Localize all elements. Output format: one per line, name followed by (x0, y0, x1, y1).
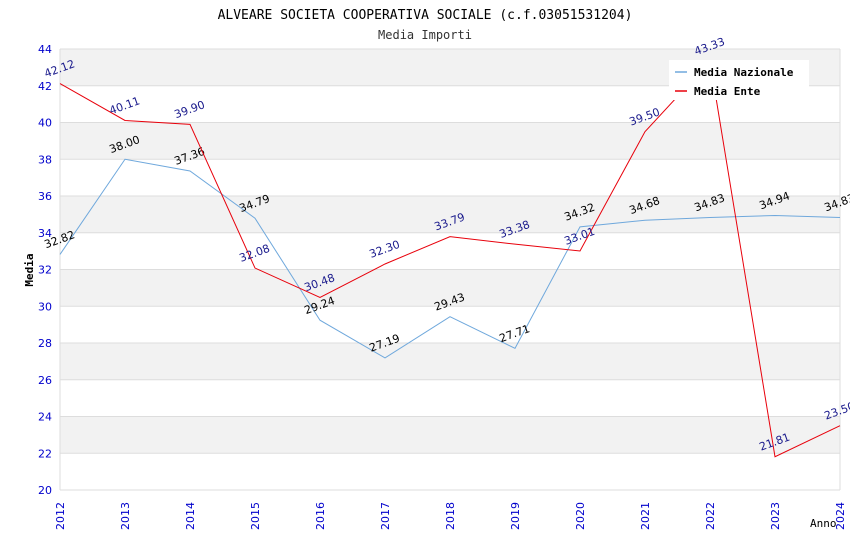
y-tick-label: 24 (38, 411, 52, 424)
grid-band (60, 159, 840, 196)
grid-band (60, 269, 840, 307)
legend-label: Media Ente (694, 85, 761, 98)
x-tick-label: 2013 (119, 502, 132, 530)
grid-band (60, 379, 840, 417)
y-tick-label: 20 (38, 484, 52, 497)
chart-subtitle: Media Importi (378, 28, 472, 42)
x-tick-label: 2016 (314, 502, 327, 530)
y-tick-label: 32 (38, 264, 52, 277)
y-tick-label: 44 (38, 43, 52, 56)
x-tick-label: 2018 (444, 502, 457, 530)
grid-band (60, 196, 840, 233)
x-axis: 2012 2013 2014 2015 2016 2017 2018 2019 2020 2021… (54, 502, 847, 530)
legend-label: Media Nazionale (694, 66, 794, 79)
y-tick-label: 22 (38, 447, 52, 460)
x-tick-label: 2024 (834, 502, 847, 530)
x-tick-label: 2014 (184, 502, 197, 530)
y-tick-label: 40 (38, 117, 52, 130)
grid-band (60, 122, 840, 160)
x-axis-label: Anno (810, 517, 837, 530)
x-tick-label: 2021 (639, 502, 652, 530)
x-tick-label: 2023 (769, 502, 782, 530)
x-tick-label: 2019 (509, 502, 522, 530)
y-tick-label: 36 (38, 190, 52, 203)
grid-band (60, 343, 840, 380)
y-tick-label: 38 (38, 153, 52, 166)
legend-box (669, 60, 809, 100)
y-tick-label: 28 (38, 337, 52, 350)
y-axis-label: Media (23, 253, 36, 286)
y-tick-label: 42 (38, 80, 52, 93)
series-line (59, 158, 841, 359)
chart-title: ALVEARE SOCIETA COOPERATIVA SOCIALE (c.f… (218, 8, 633, 23)
y-axis: 20 22 24 26 28 30 32 34 36 38 40 42 44 (38, 43, 52, 497)
grid-band (60, 306, 840, 343)
y-tick-label: 30 (38, 300, 52, 313)
x-tick-label: 2020 (574, 502, 587, 530)
grid-band (60, 232, 840, 270)
grid-band (60, 453, 840, 490)
x-tick-label: 2012 (54, 502, 67, 530)
plot-background (59, 48, 841, 491)
grid-band (60, 416, 840, 454)
y-tick-label: 26 (38, 374, 52, 387)
legend: Media Nazionale Media Ente (669, 60, 809, 100)
x-tick-label: 2015 (249, 502, 262, 530)
x-tick-label: 2022 (704, 502, 717, 530)
x-tick-label: 2017 (379, 502, 392, 530)
y-tick-label: 34 (38, 227, 52, 240)
